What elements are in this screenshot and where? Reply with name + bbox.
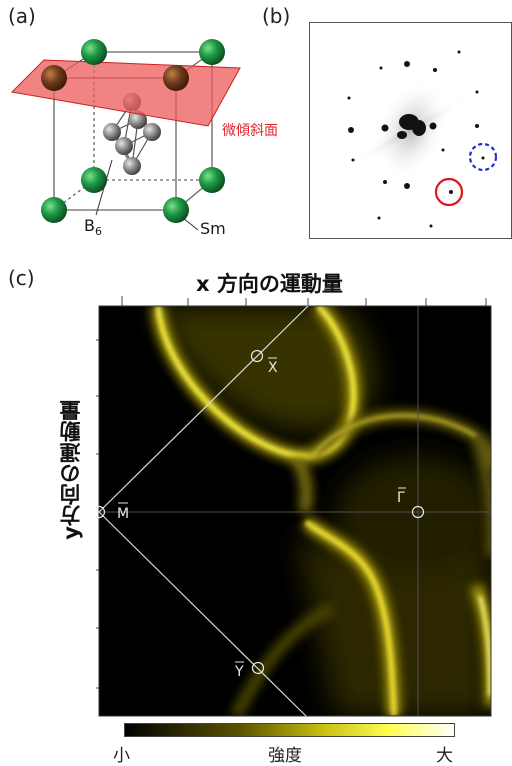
x-axis-title: x 方向の運動量 <box>196 272 343 296</box>
b-atom <box>103 123 121 141</box>
colorbar-low-label: 小 <box>113 746 130 766</box>
panel-c-label: (c) <box>8 266 35 290</box>
tick-marks <box>96 296 487 689</box>
b6-label: B6 <box>84 216 102 238</box>
b6-label-sub: 6 <box>94 225 102 239</box>
gamma-point-label: Γ <box>397 490 405 506</box>
plane-label: 微傾斜面 <box>222 123 278 139</box>
b-atom <box>123 157 141 175</box>
red-circle-marker <box>434 177 464 207</box>
sm-atom <box>163 65 189 91</box>
colorbar-mid-label: 強度 <box>268 746 302 766</box>
sm-label: Sm <box>200 219 226 238</box>
crystal-structure-diagram <box>10 39 241 231</box>
m-point-marker <box>96 505 106 519</box>
sm-atom <box>199 167 225 193</box>
sm-atom <box>163 197 189 223</box>
zone-boundary-upper <box>98 305 309 513</box>
b6-label-main: B <box>84 216 95 235</box>
sm-atom <box>41 197 67 223</box>
zone-boundary-lower <box>98 511 307 717</box>
diffraction-spots <box>347 50 485 228</box>
diffraction-pattern <box>309 22 512 239</box>
intensity-colorbar <box>124 723 455 737</box>
b-atom <box>115 137 133 155</box>
colorbar-high-label: 大 <box>436 746 453 766</box>
blue-dashed-circle-marker <box>468 142 498 172</box>
panel-a-label: (a) <box>8 4 36 28</box>
b6-leader-line <box>95 159 113 216</box>
arpes-intensity-map: X M Γ Y <box>96 296 492 717</box>
y-axis-title: y方向の運動量 <box>59 400 83 540</box>
sm-leader-line <box>182 217 199 231</box>
y-point-marker <box>251 661 265 675</box>
y-point-label: Y <box>234 664 244 680</box>
b-atom <box>143 123 161 141</box>
x-point-label: X <box>268 360 278 376</box>
sm-atom <box>199 39 225 65</box>
gamma-point-marker <box>411 505 425 519</box>
sm-atom <box>81 167 107 193</box>
x-point-marker <box>250 349 264 363</box>
sm-atom <box>41 65 67 91</box>
sm-atom <box>81 39 107 65</box>
m-point-label: M <box>117 506 129 522</box>
panel-b-label: (b) <box>262 4 291 28</box>
b-atom <box>129 111 147 129</box>
